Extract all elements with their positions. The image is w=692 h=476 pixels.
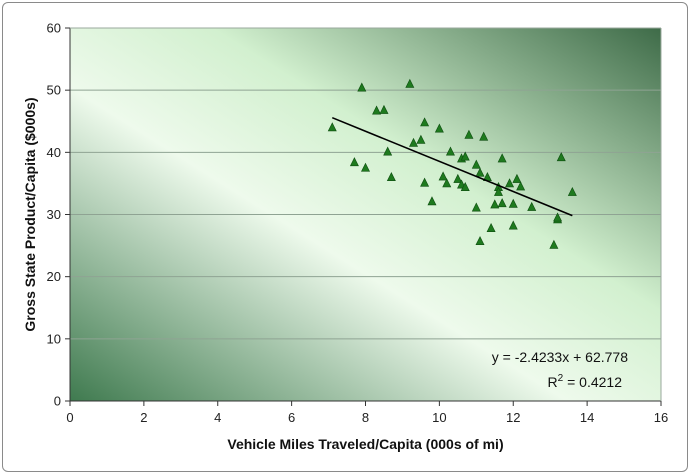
data-point-triangle bbox=[464, 129, 474, 139]
x-tick-label: 12 bbox=[506, 410, 520, 425]
data-point-triangle bbox=[527, 201, 537, 211]
x-tick-label: 14 bbox=[580, 410, 594, 425]
data-point-triangle bbox=[475, 236, 485, 246]
y-tick-label: 40 bbox=[47, 145, 61, 160]
data-point-triangle bbox=[427, 196, 437, 206]
x-tick-label: 4 bbox=[214, 410, 221, 425]
data-point-triangle bbox=[505, 178, 515, 188]
data-point-triangle bbox=[460, 181, 470, 191]
data-point-triangle bbox=[434, 123, 444, 133]
r2-superscript: 2 bbox=[558, 373, 564, 384]
x-tick-label: 8 bbox=[362, 410, 369, 425]
trendline bbox=[331, 116, 573, 217]
y-tick-label: 10 bbox=[47, 331, 61, 346]
data-point-triangle bbox=[490, 199, 500, 209]
data-point-triangle bbox=[471, 159, 481, 169]
data-point-triangle bbox=[479, 131, 489, 141]
x-tick-label: 0 bbox=[66, 410, 73, 425]
data-point-triangle bbox=[453, 173, 463, 183]
data-point-triangle bbox=[556, 152, 566, 162]
data-point-triangle bbox=[508, 220, 518, 230]
y-tick-label: 30 bbox=[47, 207, 61, 222]
data-point-triangle bbox=[327, 122, 337, 132]
data-point-triangle bbox=[512, 173, 522, 183]
y-tick-label: 60 bbox=[47, 21, 61, 36]
x-tick-label: 16 bbox=[654, 410, 668, 425]
data-point-triangle bbox=[475, 167, 485, 177]
data-point-triangle bbox=[372, 105, 382, 115]
data-point-triangle bbox=[493, 186, 503, 196]
r2-value: = 0.4212 bbox=[563, 374, 622, 390]
data-point-triangle bbox=[386, 172, 396, 181]
data-point-triangle bbox=[497, 198, 507, 208]
data-point-triangle bbox=[416, 134, 426, 144]
data-points bbox=[327, 78, 577, 249]
data-point-triangle bbox=[460, 151, 470, 161]
data-point-triangle bbox=[383, 146, 393, 156]
data-point-triangle bbox=[405, 78, 415, 88]
r2-prefix: R bbox=[548, 374, 558, 390]
data-point-triangle bbox=[553, 212, 563, 222]
data-point-triangle bbox=[420, 117, 430, 127]
y-tick-label: 50 bbox=[47, 83, 61, 98]
data-point-triangle bbox=[471, 202, 481, 212]
data-point-triangle bbox=[497, 153, 507, 163]
data-point-triangle bbox=[349, 157, 359, 167]
trendline-equation: y = -2.4233x + 62.778 bbox=[492, 349, 628, 365]
data-point-triangle bbox=[420, 177, 430, 187]
data-point-triangle bbox=[508, 198, 518, 208]
x-tick-label: 6 bbox=[288, 410, 295, 425]
data-point-triangle bbox=[516, 181, 526, 191]
data-point-triangle bbox=[438, 171, 448, 181]
x-tick-label: 2 bbox=[140, 410, 147, 425]
data-point-triangle bbox=[357, 82, 367, 92]
data-point-triangle bbox=[409, 137, 419, 147]
data-point-triangle bbox=[567, 186, 577, 196]
x-tick-label: 10 bbox=[432, 410, 446, 425]
data-point-triangle bbox=[442, 178, 452, 188]
x-axis-title: Vehicle Miles Traveled/Capita (000s of m… bbox=[227, 436, 503, 452]
data-point-triangle bbox=[486, 223, 496, 232]
y-tick-label: 20 bbox=[47, 269, 61, 284]
y-tick-label: 0 bbox=[54, 394, 61, 409]
tick-labels: 0 10 20 30 40 50 60 0 2 4 6 8 10 12 14 16 bbox=[47, 21, 669, 426]
data-point-triangle bbox=[361, 162, 370, 172]
y-axis-title: Gross State Product/Capita ($000s) bbox=[22, 97, 38, 331]
r-squared-label: R2 = 0.4212 bbox=[548, 373, 623, 390]
data-point-triangle bbox=[379, 104, 389, 114]
axes bbox=[65, 27, 662, 406]
data-point-triangle bbox=[445, 146, 455, 156]
data-point-triangle bbox=[549, 239, 559, 249]
